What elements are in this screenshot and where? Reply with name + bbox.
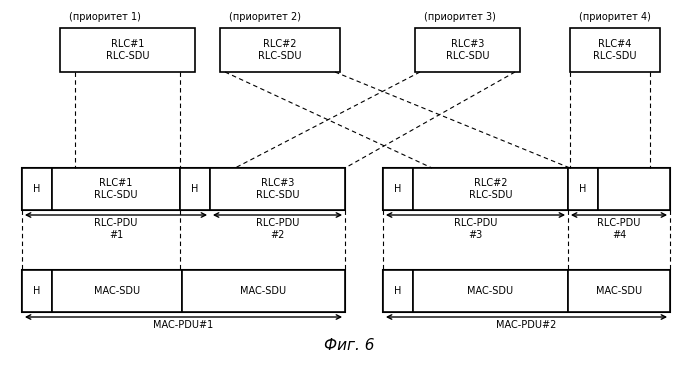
Bar [22,270,345,312]
Text: H: H [394,286,401,296]
Bar [415,28,520,72]
Text: Фиг. 6: Фиг. 6 [324,337,374,352]
Bar [383,270,670,312]
Text: (приоритет 3): (приоритет 3) [424,12,496,22]
Text: MAC-SDU: MAC-SDU [94,286,140,296]
Bar [568,168,598,210]
Bar [182,270,345,312]
Bar [383,270,413,312]
Text: H: H [394,184,401,194]
Text: H: H [34,286,40,296]
Bar [413,168,568,210]
Bar [220,28,340,72]
Bar [383,168,413,210]
Bar [598,168,670,210]
Text: RLC#1
RLC-SDU: RLC#1 RLC-SDU [106,39,149,61]
Bar [52,168,180,210]
Text: H: H [191,184,199,194]
Text: (приоритет 1): (приоритет 1) [69,12,141,22]
Text: RLC#4
RLC-SDU: RLC#4 RLC-SDU [593,39,637,61]
Bar [22,168,345,210]
Text: RLC#3
RLC-SDU: RLC#3 RLC-SDU [255,178,299,200]
Text: RLC-PDU
#2: RLC-PDU #2 [255,218,299,240]
Bar [60,28,195,72]
Text: RLC#3
RLC-SDU: RLC#3 RLC-SDU [446,39,489,61]
Bar [383,168,670,210]
Text: RLC#2
RLC-SDU: RLC#2 RLC-SDU [258,39,302,61]
Bar [52,270,182,312]
Text: RLC#2
RLC-SDU: RLC#2 RLC-SDU [469,178,512,200]
Text: RLC#1
RLC-SDU: RLC#1 RLC-SDU [94,178,138,200]
Text: H: H [34,184,40,194]
Text: H: H [579,184,587,194]
Text: (приоритет 4): (приоритет 4) [579,12,651,22]
Bar [180,168,210,210]
Text: MAC-SDU: MAC-SDU [240,286,287,296]
Bar [413,270,568,312]
Bar [22,168,52,210]
Text: RLC-PDU
#1: RLC-PDU #1 [94,218,138,240]
Text: MAC-PDU#2: MAC-PDU#2 [496,320,557,330]
Text: RLC-PDU
#4: RLC-PDU #4 [597,218,641,240]
Bar [22,270,52,312]
Bar [570,28,660,72]
Text: (приоритет 2): (приоритет 2) [229,12,301,22]
Text: MAC-SDU: MAC-SDU [596,286,642,296]
Text: MAC-SDU: MAC-SDU [468,286,514,296]
Bar [210,168,345,210]
Text: MAC-PDU#1: MAC-PDU#1 [154,320,214,330]
Bar [568,270,670,312]
Text: RLC-PDU
#3: RLC-PDU #3 [454,218,497,240]
